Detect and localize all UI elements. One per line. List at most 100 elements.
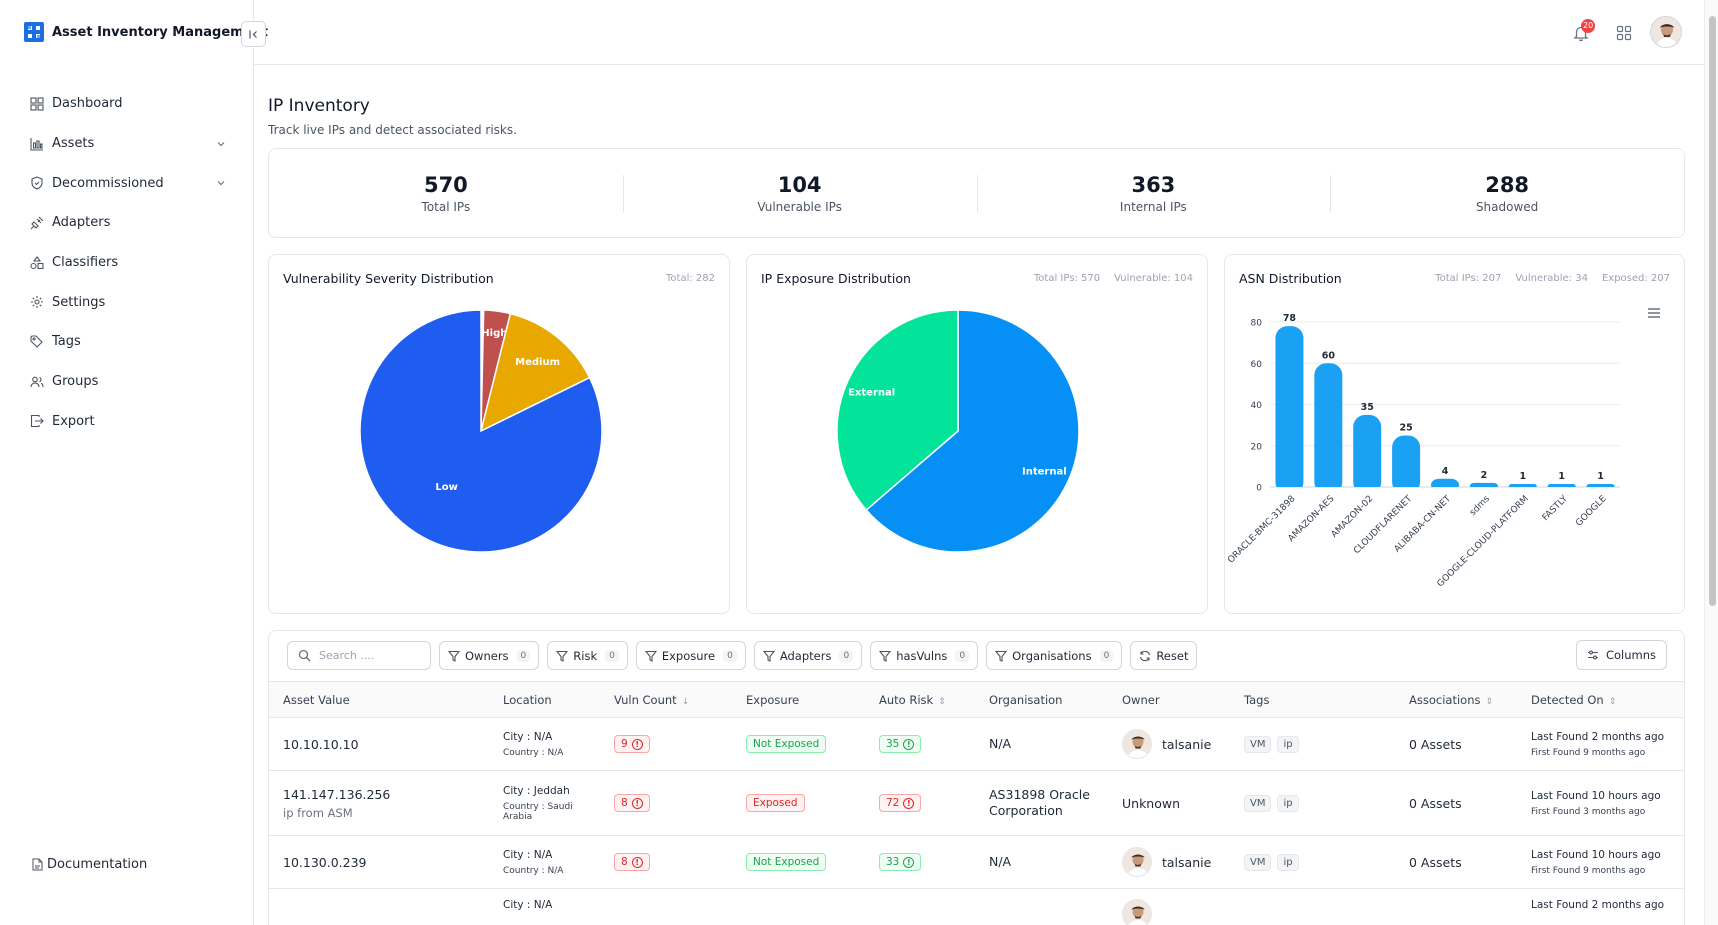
sidebar-item-label: Settings	[52, 294, 106, 310]
chevron-down-icon[interactable]	[216, 139, 226, 149]
table-row[interactable]: 10.10.10.10 City : N/A Country : N/A 9! Not …	[269, 718, 1684, 771]
col-asset-value[interactable]: Asset Value	[283, 692, 350, 707]
bar-amazon-aes[interactable]	[1314, 363, 1343, 494]
col-vuln-count[interactable]: Vuln Count ↓	[614, 692, 690, 707]
bar-oracle-bmc-31898[interactable]	[1275, 326, 1304, 494]
table-row[interactable]: 141.147.136.256 ip from ASM City : Jeddah C…	[269, 771, 1684, 836]
reset-filters-button[interactable]: Reset	[1130, 641, 1198, 670]
pie-slice-medium[interactable]	[479, 312, 591, 433]
sidebar-item-classifiers[interactable]: Classifiers	[30, 243, 226, 283]
sort-icon[interactable]: ⇕	[938, 696, 946, 707]
sort-desc-icon[interactable]: ↓	[681, 696, 690, 707]
card-title: Vulnerability Severity Distribution	[283, 271, 494, 286]
bar-amazon-02[interactable]	[1353, 414, 1382, 494]
col-detected-on[interactable]: Detected On ⇕	[1531, 692, 1617, 707]
filter-risk-button[interactable]: Risk 0	[547, 641, 628, 670]
scrollbar-thumb[interactable]	[1709, 16, 1716, 606]
asset-value-cell[interactable]	[269, 889, 489, 925]
vuln-count-badge[interactable]: 9!	[614, 735, 650, 753]
bar-fastly[interactable]	[1547, 484, 1576, 489]
tag-chip[interactable]: ip	[1277, 854, 1299, 871]
tag-chip[interactable]: VM	[1244, 795, 1272, 812]
app-logo-icon	[24, 22, 44, 42]
columns-button[interactable]: Columns	[1575, 640, 1667, 670]
filter-owners-button[interactable]: Owners 0	[439, 641, 540, 670]
sort-icon[interactable]: ⇕	[1485, 696, 1494, 707]
bar-cloudflarenet[interactable]	[1392, 435, 1421, 494]
col-auto-risk[interactable]: Auto Risk ⇕	[879, 692, 946, 707]
vuln-count-badge[interactable]: 8!	[614, 853, 650, 871]
associations[interactable]: 0 Assets	[1409, 854, 1462, 870]
plug-icon	[30, 216, 44, 230]
pie-slice-low[interactable]	[359, 309, 603, 553]
col-tags[interactable]: Tags	[1244, 692, 1270, 707]
risk-info-icon: !	[903, 738, 915, 750]
col-associations[interactable]: Associations ⇕	[1409, 692, 1494, 707]
search-input[interactable]	[319, 649, 419, 662]
associations[interactable]: 0 Assets	[1409, 795, 1462, 811]
col-exposure[interactable]: Exposure	[746, 692, 800, 707]
filter-organisations-button[interactable]: Organisations 0	[986, 641, 1123, 670]
brand[interactable]: Asset Inventory Management	[24, 22, 268, 42]
filter-label: Exposure	[661, 648, 716, 663]
auto-risk-badge[interactable]: 72!	[879, 794, 922, 812]
sidebar-item-adapters[interactable]: Adapters	[30, 203, 226, 243]
filter-exposure-button[interactable]: Exposure 0	[635, 641, 746, 670]
col-owner[interactable]: Owner	[1122, 692, 1160, 707]
apps-grid-icon[interactable]	[1616, 25, 1632, 41]
associations[interactable]: 0 Assets	[1409, 736, 1462, 752]
filter-hasvulns-button[interactable]: hasVulns 0	[870, 641, 979, 670]
filter-adapters-button[interactable]: Adapters 0	[753, 641, 863, 670]
tag-chip[interactable]: ip	[1277, 795, 1299, 812]
bar-google[interactable]	[1586, 484, 1615, 489]
tag-chip[interactable]: ip	[1277, 736, 1299, 753]
last-found: Last Found 2 months ago	[1531, 730, 1665, 743]
sort-icon[interactable]: ⇕	[1608, 696, 1617, 707]
bar-sdms[interactable]	[1469, 482, 1498, 489]
sidebar-item-tags[interactable]: Tags	[30, 322, 226, 362]
sidebar-item-decommissioned[interactable]: Decommissioned	[30, 163, 226, 203]
risk-info-icon: !	[903, 797, 915, 809]
search-box[interactable]	[287, 641, 431, 670]
bar-value-label: 25	[1399, 422, 1412, 433]
page-title: IP Inventory	[268, 96, 370, 116]
asset-value[interactable]: 141.147.136.256	[283, 786, 391, 802]
sidebar-item-label: Export	[52, 413, 95, 429]
sidebar-item-settings[interactable]: Settings	[30, 282, 226, 322]
user-avatar[interactable]	[1650, 16, 1682, 48]
asset-value[interactable]: 10.10.10.10	[283, 736, 359, 752]
location-country: Country : N/A	[503, 865, 564, 876]
documentation-link[interactable]: Documentation	[32, 857, 147, 872]
col-location[interactable]: Location	[503, 692, 552, 707]
sidebar-item-dashboard[interactable]: Dashboard	[30, 84, 226, 124]
page-scrollbar[interactable]	[1704, 0, 1718, 925]
associations-cell	[1395, 889, 1517, 925]
collapse-sidebar-button[interactable]	[241, 21, 266, 47]
bar-alibaba-cn-net[interactable]	[1431, 478, 1459, 491]
asset-value[interactable]: 10.130.0.239	[283, 854, 367, 870]
vuln-count-badge[interactable]: 8!	[614, 794, 650, 812]
chevron-down-icon[interactable]	[216, 178, 226, 188]
asset-value-cell[interactable]: 10.10.10.10	[269, 718, 489, 771]
chart-menu-icon[interactable]	[1647, 307, 1661, 319]
asset-value-cell[interactable]: 141.147.136.256 ip from ASM	[269, 771, 489, 836]
table-row[interactable]: City : N/A Last Found 2 months ago	[269, 889, 1684, 925]
col-organisation[interactable]: Organisation	[989, 692, 1063, 707]
x-tick-label: sdms	[1468, 494, 1492, 518]
sidebar-item-assets[interactable]: Assets	[30, 124, 226, 164]
pie-slice-external[interactable]	[836, 309, 959, 512]
owner-name: talsanie	[1162, 854, 1212, 870]
pie-label-high: High	[481, 328, 507, 339]
location-cell: City : N/A Country : N/A	[489, 718, 600, 771]
sidebar-item-groups[interactable]: Groups	[30, 362, 226, 402]
auto-risk-badge[interactable]: 35!	[879, 735, 922, 753]
dashboard-icon	[30, 97, 44, 111]
auto-risk-badge[interactable]: 33!	[879, 853, 922, 871]
tag-chip[interactable]: VM	[1244, 736, 1272, 753]
pie-slice-internal[interactable]	[865, 309, 1080, 553]
asset-value-cell[interactable]: 10.130.0.239	[269, 836, 489, 889]
table-row[interactable]: 10.130.0.239 City : N/A Country : N/A 8! Not…	[269, 836, 1684, 889]
tag-chip[interactable]: VM	[1244, 854, 1272, 871]
sidebar-item-export[interactable]: Export	[30, 402, 226, 442]
bar-google-cloud-platform[interactable]	[1508, 484, 1537, 489]
